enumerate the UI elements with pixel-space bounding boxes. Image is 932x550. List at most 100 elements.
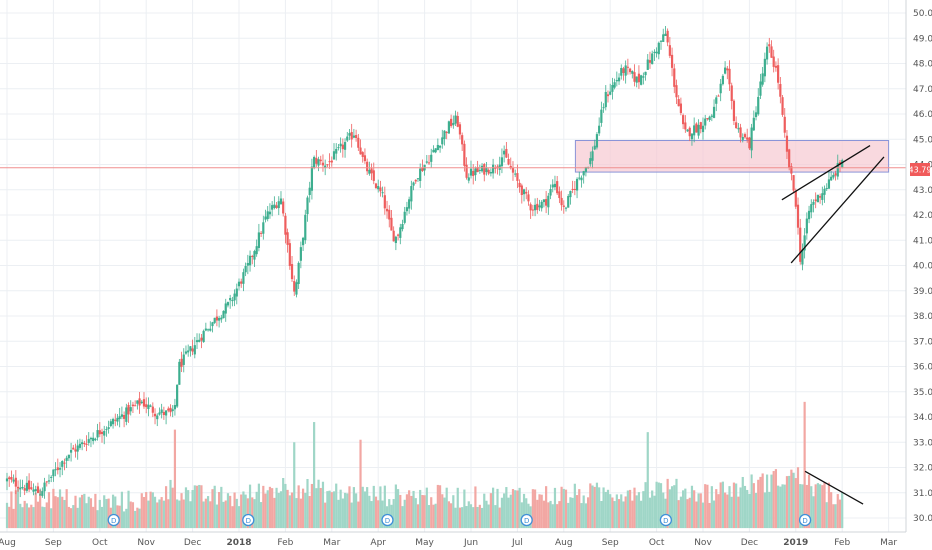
volume-bar	[611, 497, 614, 529]
volume-bar	[436, 484, 439, 529]
x-tick-label: 2019	[783, 538, 808, 548]
volume-trendline[interactable]	[804, 470, 864, 505]
volume-bar	[620, 494, 623, 529]
trendline[interactable]	[781, 145, 871, 201]
candle-body	[551, 184, 554, 188]
volume-bar	[595, 482, 599, 529]
x-tick-label: Jun	[463, 538, 478, 548]
volume-bar	[149, 491, 152, 529]
candle-body	[781, 97, 784, 115]
candle-body	[814, 199, 817, 202]
volume-bar	[461, 507, 464, 529]
candle-body	[153, 413, 157, 417]
dividend-marker-circle	[242, 513, 255, 527]
volume-bar	[83, 493, 86, 529]
volume-bar	[602, 487, 605, 529]
candle-body	[560, 197, 563, 206]
volume-bar	[600, 500, 603, 529]
volume-bar	[147, 500, 150, 529]
candle-body	[264, 216, 267, 220]
volume-bar	[370, 501, 373, 529]
volume-bar	[496, 488, 499, 529]
volume-bar	[494, 505, 497, 529]
x-tick-label: Mar	[880, 538, 897, 548]
volume-bar	[699, 493, 702, 529]
dividend-marker-label: D	[111, 517, 116, 525]
x-tick-label: Feb	[277, 538, 293, 548]
dividend-marker-circle	[798, 513, 812, 527]
candle-body	[626, 66, 629, 68]
dividend-marker-label: D	[385, 517, 390, 525]
volume-bar	[286, 489, 289, 529]
candle-body	[251, 255, 254, 257]
volume-bar	[182, 499, 185, 529]
volume-bar	[43, 507, 46, 529]
candle-body	[447, 121, 451, 134]
candle-body	[224, 303, 227, 314]
candle-body	[72, 447, 75, 450]
candle-body	[103, 431, 106, 436]
volume-bar	[253, 499, 256, 529]
dividend-marker[interactable]: D	[659, 513, 673, 527]
volume-bar	[304, 492, 307, 529]
volume-bar	[410, 495, 413, 529]
volume-bar	[98, 499, 101, 529]
volume-bar	[483, 493, 486, 529]
candle-body	[617, 77, 621, 82]
dividend-marker[interactable]: D	[798, 513, 812, 527]
candlesticks	[5, 25, 844, 499]
volume-bar	[350, 502, 353, 529]
volume-bar	[213, 485, 216, 529]
volume-bar	[195, 485, 199, 529]
candle-body	[134, 405, 137, 407]
candle-body	[726, 68, 729, 71]
volume-bar	[164, 486, 168, 529]
candle-body	[297, 262, 300, 284]
candle-body	[562, 205, 565, 207]
volume-bar	[571, 497, 574, 529]
candle-body	[527, 194, 530, 202]
volume-bar	[140, 493, 143, 529]
volume-bar	[69, 508, 73, 529]
dividend-marker-circle	[107, 513, 120, 527]
volume-bar	[138, 508, 141, 529]
volume-bar	[78, 497, 82, 529]
candle-body	[32, 489, 35, 492]
dividend-marker[interactable]: D	[107, 513, 120, 527]
volume-bar	[432, 504, 435, 529]
candle-body	[328, 161, 331, 163]
candle-body	[430, 154, 433, 162]
candle-body	[383, 195, 386, 209]
candle-body	[533, 204, 537, 211]
volume-bar	[520, 502, 523, 529]
volume-bar	[427, 505, 431, 529]
y-tick-label: 33.00	[913, 438, 932, 448]
volume-bar	[564, 489, 568, 529]
volume-bar	[220, 486, 223, 529]
volume-bar	[463, 489, 466, 529]
candle-body	[434, 148, 437, 153]
candle-body	[182, 354, 185, 365]
volume-bar	[511, 489, 515, 529]
volume-bar	[374, 496, 378, 529]
y-tick-label: 48.00	[913, 60, 932, 70]
dividend-marker[interactable]: D	[242, 513, 255, 527]
volume-bar	[452, 495, 455, 529]
volume-bar	[450, 503, 453, 529]
candle-body	[682, 115, 685, 125]
volume-bar	[622, 501, 625, 529]
volume-bar	[659, 483, 663, 529]
dividend-marker[interactable]: D	[520, 513, 533, 527]
candle-body	[640, 75, 643, 85]
volume-bar	[710, 486, 713, 529]
volume-bar	[785, 476, 789, 529]
candle-body	[357, 137, 360, 148]
volume-bar	[774, 469, 778, 529]
candle-body	[19, 487, 22, 490]
dividend-marker[interactable]: D	[381, 513, 394, 527]
candle-body	[36, 486, 40, 494]
trendline[interactable]	[790, 156, 885, 264]
candle-body	[187, 350, 190, 353]
